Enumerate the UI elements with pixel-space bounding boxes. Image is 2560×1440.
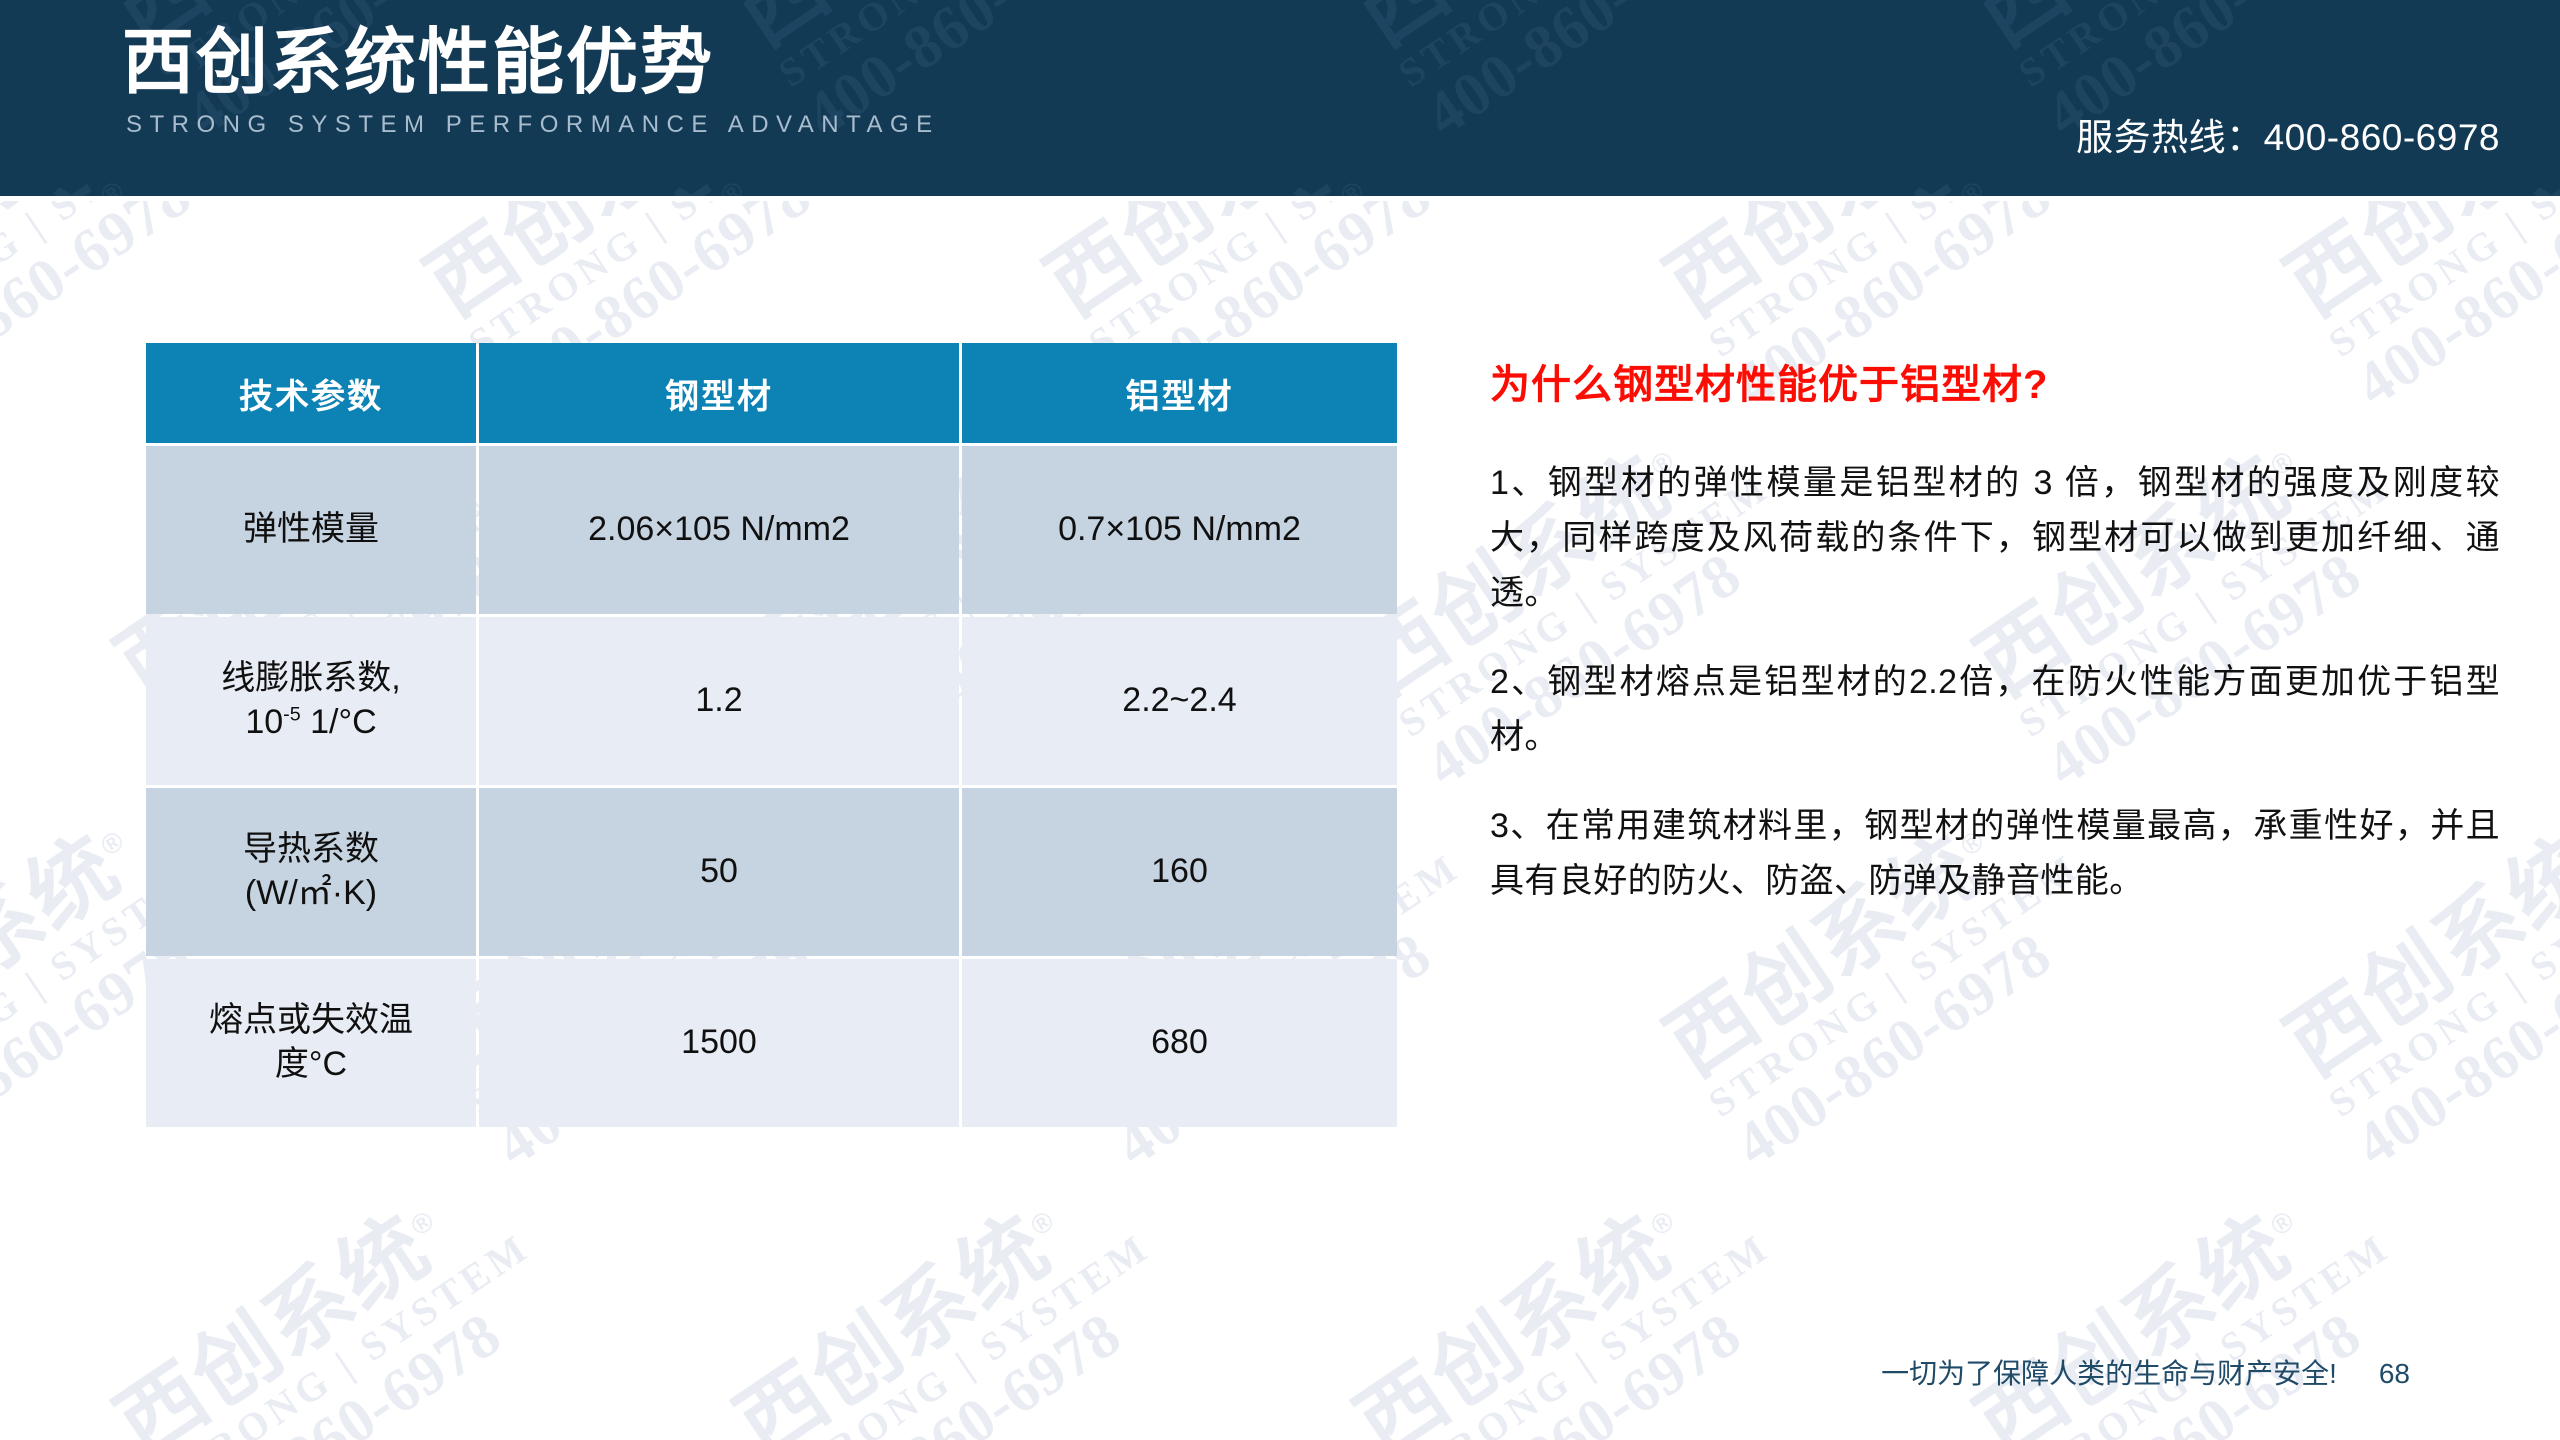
column-header-aluminum: 铝型材 bbox=[962, 343, 1397, 443]
table-row: 弹性模量 2.06×105 N/mm2 0.7×105 N/mm2 bbox=[146, 446, 1397, 614]
expansion-base: 10 bbox=[245, 703, 284, 741]
cell-aluminum-thermal-expansion: 2.2~2.4 bbox=[962, 617, 1397, 785]
table-row: 熔点或失效温 度°C 1500 680 bbox=[146, 959, 1397, 1127]
row-label-melting-point: 熔点或失效温 度°C bbox=[146, 959, 476, 1127]
footer-slogan: 一切为了保障人类的生命与财产安全! bbox=[1881, 1358, 2337, 1389]
page-subtitle: STRONG SYSTEM PERFORMANCE ADVANTAGE bbox=[126, 110, 940, 138]
table-row: 线膨胀系数, 10-5 1/°C 1.2 2.2~2.4 bbox=[146, 617, 1397, 785]
row-label-line2: 度°C bbox=[274, 1045, 348, 1083]
explanation-paragraph-3: 3、在常用建筑材料里，钢型材的弹性模量最高，承重性好，并且具有良好的防火、防盗、… bbox=[1490, 807, 2500, 901]
row-label-line2: (W/㎡·K) bbox=[244, 874, 378, 912]
table-row: 导热系数 (W/㎡·K) 50 160 bbox=[146, 788, 1397, 956]
cell-aluminum-thermal-conductivity: 160 bbox=[962, 788, 1397, 956]
expansion-unit: 1/°C bbox=[310, 703, 377, 741]
row-label-line1: 线膨胀系数, bbox=[221, 659, 401, 698]
row-label-line1: 导热系数 bbox=[243, 830, 379, 869]
header-title-block: 西创系统性能优势 STRONG SYSTEM PERFORMANCE ADVAN… bbox=[122, 23, 940, 139]
cell-steel-melting-point: 1500 bbox=[479, 959, 959, 1127]
table-header-row: 技术参数 钢型材 铝型材 bbox=[146, 343, 1397, 443]
row-label-line2: 10-5 1/°C bbox=[146, 701, 476, 745]
header-band: 西创系统®STRONG | SYSTEM400-860-6978西创系统®STR… bbox=[0, 0, 2560, 196]
column-header-steel: 钢型材 bbox=[479, 343, 959, 443]
row-label-line1: 熔点或失效温 bbox=[209, 1001, 413, 1040]
service-hotline: 服务热线：400-860-6978 bbox=[2076, 117, 2500, 158]
cell-aluminum-elastic-modulus: 0.7×105 N/mm2 bbox=[962, 446, 1397, 614]
page-number: 68 bbox=[2378, 1358, 2410, 1389]
explanation-heading: 为什么钢型材性能优于铝型材? bbox=[1490, 363, 2049, 407]
cell-steel-thermal-expansion: 1.2 bbox=[479, 617, 959, 785]
row-label-elastic-modulus: 弹性模量 bbox=[146, 446, 476, 614]
explanation-paragraph-2: 2、钢型材熔点是铝型材的2.2倍，在防火性能方面更加优于铝型材。 bbox=[1490, 663, 2500, 757]
cell-steel-elastic-modulus: 2.06×105 N/mm2 bbox=[479, 446, 959, 614]
table-head: 技术参数 钢型材 铝型材 bbox=[146, 343, 1397, 443]
footer: 一切为了保障人类的生命与财产安全! 68 bbox=[1881, 1352, 2410, 1392]
table-body: 弹性模量 2.06×105 N/mm2 0.7×105 N/mm2 线膨胀系数,… bbox=[146, 446, 1397, 1127]
page-title: 西创系统性能优势 bbox=[122, 23, 715, 103]
explanation-paragraph-1: 1、钢型材的弹性模量是铝型材的 3 倍，钢型材的强度及刚度较大，同样跨度及风荷载… bbox=[1490, 464, 2500, 613]
column-header-parameter: 技术参数 bbox=[146, 343, 476, 443]
header-underline bbox=[0, 196, 2560, 201]
explanation-pane: 为什么钢型材性能优于铝型材? 1、钢型材的弹性模量是铝型材的 3 倍，钢型材的强… bbox=[1490, 362, 2500, 910]
row-label-thermal-conductivity: 导热系数 (W/㎡·K) bbox=[146, 788, 476, 956]
spec-comparison-table: 技术参数 钢型材 铝型材 弹性模量 2.06×105 N/mm2 0.7×105… bbox=[143, 340, 1400, 1130]
cell-steel-thermal-conductivity: 50 bbox=[479, 788, 959, 956]
cell-aluminum-melting-point: 680 bbox=[962, 959, 1397, 1127]
expansion-exponent: -5 bbox=[283, 703, 301, 726]
row-label-thermal-expansion: 线膨胀系数, 10-5 1/°C bbox=[146, 617, 476, 785]
